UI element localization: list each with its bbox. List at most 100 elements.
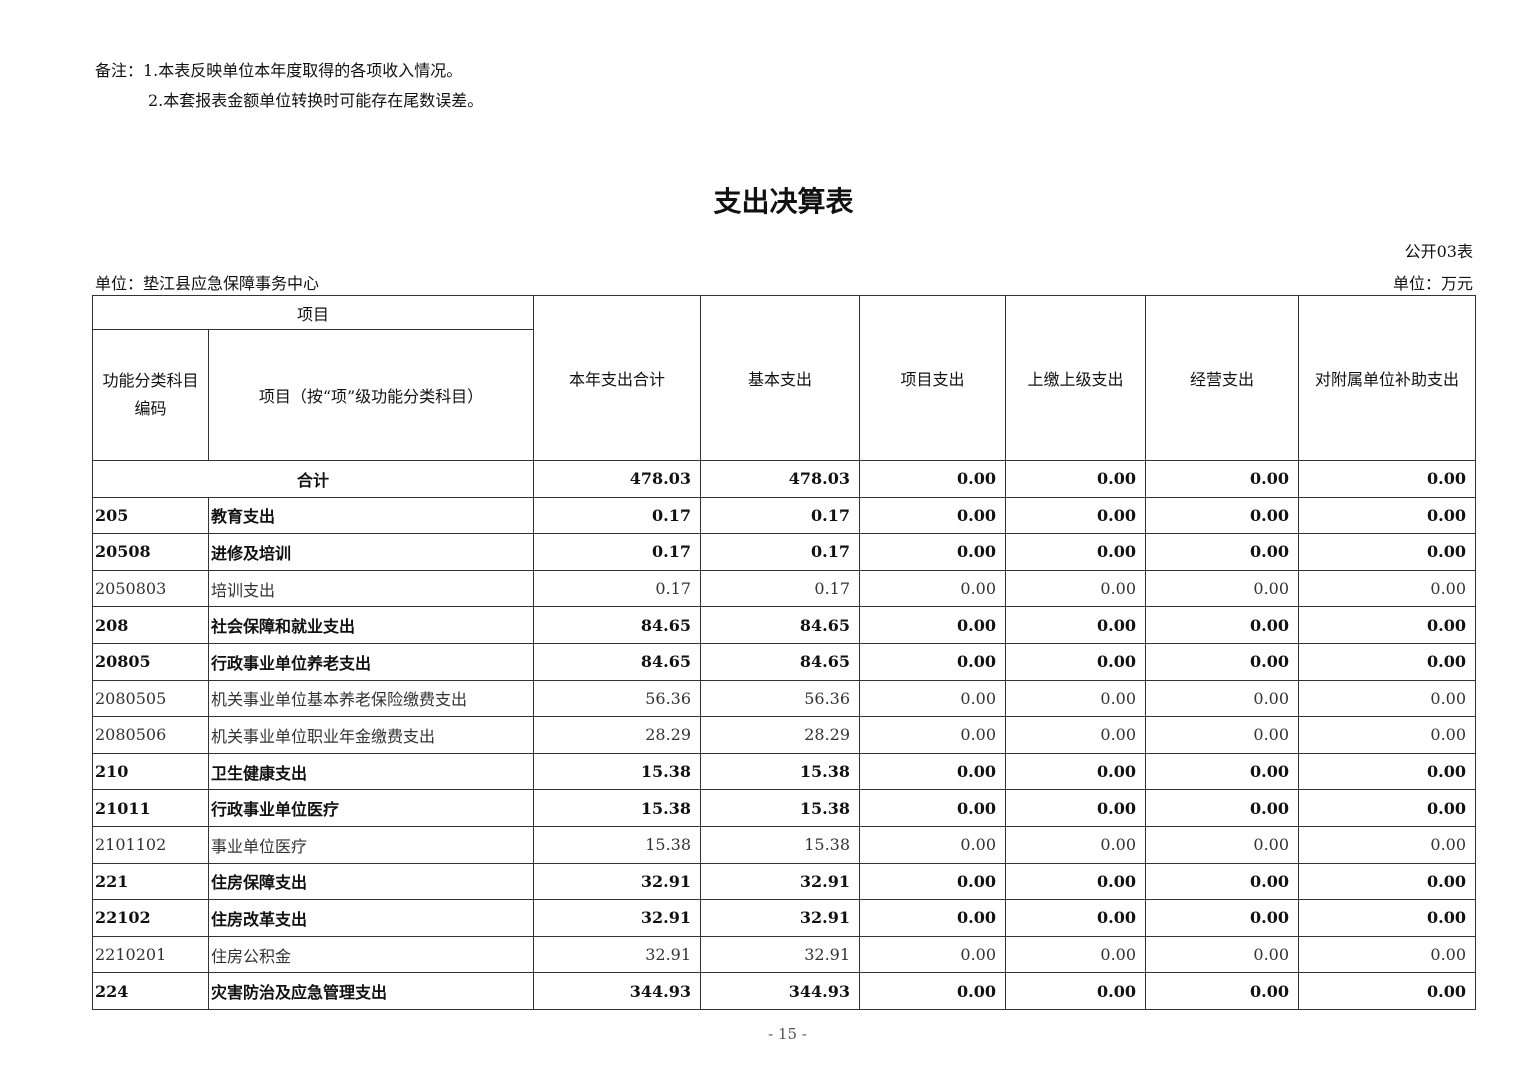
row-value: 15.38 — [533, 825, 702, 864]
row-code: 205 — [92, 496, 209, 535]
row-value: 0.00 — [859, 789, 1007, 827]
total-value: 0.00 — [1298, 460, 1477, 498]
row-code: 210 — [92, 752, 209, 791]
unit-money: 单位：万元 — [1392, 274, 1473, 293]
row-name: 卫生健康支出 — [207, 752, 535, 791]
header-col: 上缴上级支出 — [1005, 295, 1147, 461]
row-code: 20508 — [92, 533, 209, 571]
row-value: 0.00 — [1298, 679, 1477, 718]
row-value: 0.17 — [700, 533, 861, 571]
row-value: 0.00 — [1298, 862, 1477, 901]
row-value: 0.00 — [1145, 716, 1300, 754]
row-value: 0.17 — [700, 496, 861, 535]
row-code: 221 — [92, 862, 209, 901]
table-row: 210 卫生健康支出 15.38 15.38 0.00 0.00 0.00 0.00 — [92, 752, 1477, 791]
row-code: 224 — [92, 972, 209, 1010]
row-value: 32.91 — [533, 935, 702, 974]
row-value: 0.00 — [1145, 679, 1300, 718]
row-value: 0.00 — [1298, 716, 1477, 754]
row-value: 15.38 — [700, 825, 861, 864]
table-row: 20508 进修及培训 0.17 0.17 0.00 0.00 0.00 0.00 — [92, 533, 1477, 571]
row-code: 22102 — [92, 899, 209, 937]
row-value: 0.00 — [1005, 496, 1147, 535]
row-value: 0.00 — [1145, 496, 1300, 535]
row-value: 32.91 — [533, 862, 702, 901]
row-name: 住房改革支出 — [207, 899, 535, 937]
row-value: 0.17 — [533, 569, 702, 608]
page-title: 支出决算表 — [713, 185, 854, 218]
row-value: 0.00 — [1005, 716, 1147, 754]
row-value: 344.93 — [700, 972, 861, 1010]
row-value: 0.00 — [1298, 496, 1477, 535]
row-value: 0.00 — [859, 533, 1007, 571]
header-col: 对附属单位补助支出 — [1298, 295, 1477, 461]
table-row: 205 教育支出 0.17 0.17 0.00 0.00 0.00 0.00 — [92, 496, 1477, 535]
row-value: 344.93 — [533, 972, 702, 1010]
row-value: 0.00 — [1298, 533, 1477, 571]
row-value: 0.17 — [533, 496, 702, 535]
row-value: 0.00 — [1005, 789, 1147, 827]
row-value: 0.00 — [1005, 642, 1147, 681]
row-value: 0.00 — [1298, 642, 1477, 681]
row-value: 84.65 — [533, 642, 702, 681]
row-code: 2080506 — [92, 716, 209, 754]
row-name: 住房保障支出 — [207, 862, 535, 901]
row-value: 0.00 — [859, 496, 1007, 535]
row-value: 15.38 — [533, 789, 702, 827]
total-row: 合计 478.03 478.03 0.00 0.00 0.00 0.00 — [91, 460, 1477, 498]
row-name: 事业单位医疗 — [207, 825, 535, 864]
header-col: 基本支出 — [700, 295, 861, 461]
row-value: 0.00 — [859, 899, 1007, 937]
row-name: 行政事业单位医疗 — [207, 789, 535, 827]
row-value: 84.65 — [700, 606, 861, 644]
row-value: 0.17 — [533, 533, 702, 571]
row-code: 2210201 — [92, 935, 209, 974]
row-value: 0.00 — [859, 642, 1007, 681]
row-value: 0.00 — [1298, 899, 1477, 937]
row-name: 机关事业单位基本养老保险缴费支出 — [207, 679, 535, 718]
row-value: 0.00 — [1298, 935, 1477, 974]
row-value: 0.00 — [1005, 533, 1147, 571]
row-value: 32.91 — [700, 935, 861, 974]
row-value: 0.00 — [1298, 972, 1477, 1010]
row-code: 2050803 — [92, 569, 209, 608]
row-value: 0.00 — [1145, 752, 1300, 791]
row-code: 21011 — [92, 789, 209, 827]
row-value: 0.00 — [859, 679, 1007, 718]
row-code: 2080505 — [92, 679, 209, 718]
total-label: 合计 — [91, 460, 535, 498]
table-row: 208 社会保障和就业支出 84.65 84.65 0.00 0.00 0.00 0.00 — [92, 606, 1477, 644]
table-row: 2210201 住房公积金 32.91 32.91 0.00 0.00 0.00 0.00 — [92, 935, 1477, 974]
header-name: 项目（按“项”级功能分类科目） — [207, 329, 535, 461]
row-value: 0.00 — [1298, 825, 1477, 864]
row-value: 0.00 — [1145, 972, 1300, 1010]
row-value: 0.00 — [859, 752, 1007, 791]
row-code: 20805 — [92, 642, 209, 681]
row-name: 机关事业单位职业年金缴费支出 — [207, 716, 535, 754]
row-code: 2101102 — [92, 825, 209, 864]
row-value: 0.00 — [1145, 935, 1300, 974]
row-value: 0.00 — [1145, 789, 1300, 827]
row-value: 32.91 — [700, 862, 861, 901]
table-row: 2101102 事业单位医疗 15.38 15.38 0.00 0.00 0.00 0.00 — [92, 825, 1477, 864]
header-col: 项目支出 — [859, 295, 1007, 461]
row-value: 0.00 — [1005, 862, 1147, 901]
row-name: 社会保障和就业支出 — [207, 606, 535, 644]
row-value: 0.00 — [1005, 569, 1147, 608]
header-col: 经营支出 — [1145, 295, 1300, 461]
row-value: 0.00 — [1005, 679, 1147, 718]
row-value: 0.00 — [1005, 752, 1147, 791]
unit-organization: 单位：垫江县应急保障事务中心 — [95, 274, 320, 293]
table-number: 公开03表 — [1404, 242, 1473, 261]
row-value: 15.38 — [533, 752, 702, 791]
row-value: 0.00 — [1145, 642, 1300, 681]
header-code: 功能分类科目编码 — [92, 329, 209, 461]
total-value: 478.03 — [700, 460, 861, 498]
table-row: 21011 行政事业单位医疗 15.38 15.38 0.00 0.00 0.00 0.00 — [92, 789, 1477, 827]
row-value: 0.00 — [1298, 789, 1477, 827]
row-value: 0.00 — [1145, 533, 1300, 571]
row-value: 0.00 — [859, 825, 1007, 864]
table-row: 22102 住房改革支出 32.91 32.91 0.00 0.00 0.00 0.00 — [92, 899, 1477, 937]
row-value: 0.00 — [859, 862, 1007, 901]
row-name: 培训支出 — [207, 569, 535, 608]
